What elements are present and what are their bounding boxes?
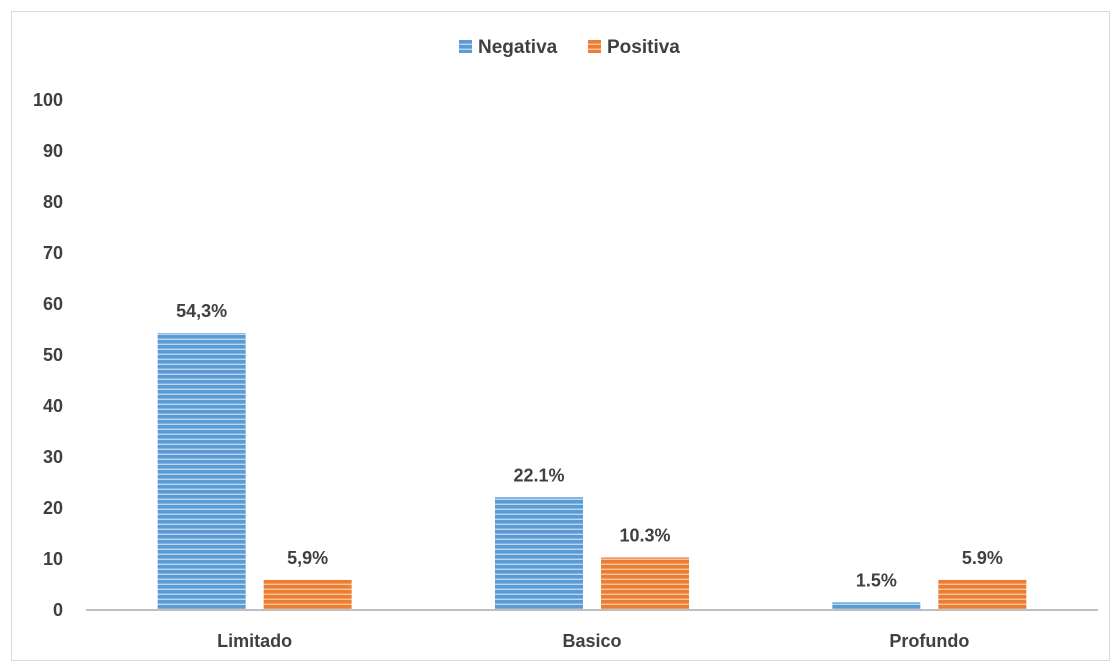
y-tick-label: 0 bbox=[53, 600, 63, 620]
y-tick-label: 70 bbox=[43, 243, 63, 263]
y-tick-label: 50 bbox=[43, 345, 63, 365]
bar-positiva-basico bbox=[601, 557, 689, 610]
bar-positiva-limitado bbox=[263, 579, 352, 610]
y-tick-label: 80 bbox=[43, 192, 63, 212]
data-label-negativa-basico: 22.1% bbox=[513, 465, 564, 485]
y-tick-label: 60 bbox=[43, 294, 63, 314]
legend-label-negativa: Negativa bbox=[478, 37, 558, 58]
bar-positiva-profundo bbox=[938, 579, 1027, 610]
legend-label-positiva: Positiva bbox=[607, 37, 680, 58]
y-tick-label: 90 bbox=[43, 141, 63, 161]
y-tick-label: 30 bbox=[43, 447, 63, 467]
data-label-negativa-limitado: 54,3% bbox=[176, 301, 227, 321]
bar-negativa-limitado bbox=[157, 333, 246, 610]
y-tick-label: 20 bbox=[43, 498, 63, 518]
bars bbox=[157, 333, 1027, 610]
y-axis: 0 10 20 30 40 50 60 70 80 90 100 bbox=[33, 90, 63, 620]
x-axis: Limitado Basico Profundo bbox=[217, 631, 969, 651]
bar-negativa-basico bbox=[495, 497, 583, 610]
bar-negativa-profundo bbox=[832, 602, 921, 610]
x-category-label: Profundo bbox=[889, 631, 969, 651]
data-label-negativa-profundo: 1.5% bbox=[856, 570, 897, 590]
x-category-label: Basico bbox=[562, 631, 621, 651]
legend-swatch-negativa bbox=[459, 40, 472, 53]
data-label-positiva-profundo: 5.9% bbox=[962, 548, 1003, 568]
x-category-label: Limitado bbox=[217, 631, 292, 651]
legend-swatch-positiva bbox=[588, 40, 601, 53]
data-labels: 54,3% 5,9% 22.1% 10.3% 1.5% 5.9% bbox=[176, 301, 1003, 590]
data-label-positiva-limitado: 5,9% bbox=[287, 548, 328, 568]
data-label-positiva-basico: 10.3% bbox=[619, 525, 670, 545]
y-tick-label: 40 bbox=[43, 396, 63, 416]
y-tick-label: 100 bbox=[33, 90, 63, 110]
legend: Negativa Positiva bbox=[459, 37, 680, 58]
y-tick-label: 10 bbox=[43, 549, 63, 569]
